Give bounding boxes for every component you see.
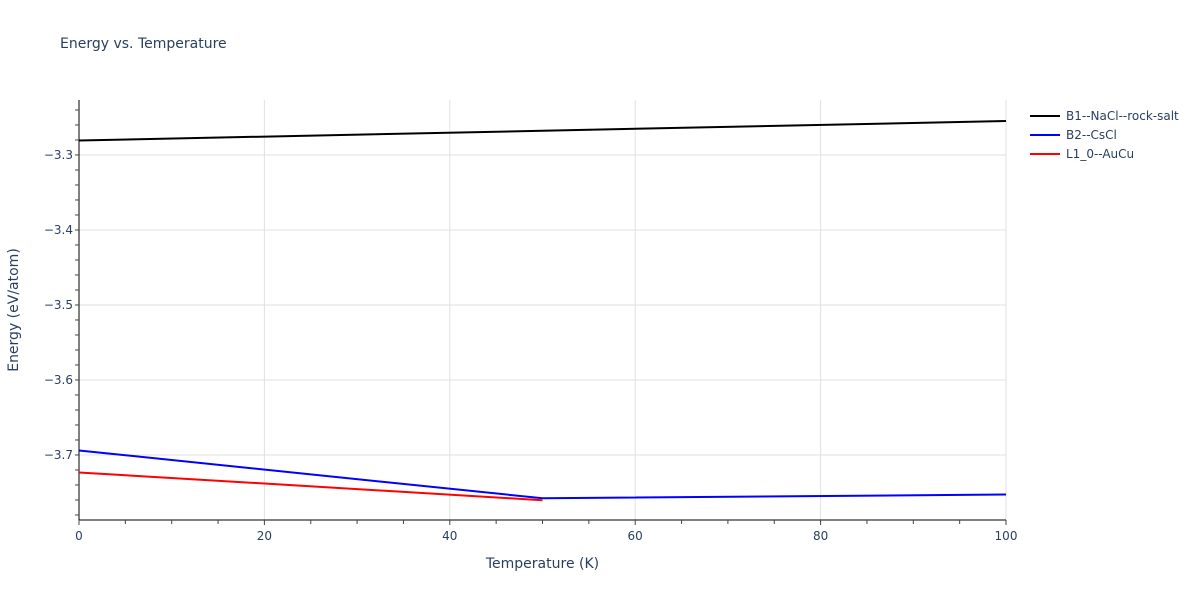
- y-tick-label: −3.3: [44, 148, 73, 162]
- chart-title: Energy vs. Temperature: [60, 36, 227, 52]
- x-tick-label: 40: [442, 529, 457, 543]
- legend: B1--NaCl--rock-salt B2--CsCl L1_0--AuCu: [1030, 106, 1179, 163]
- series-line: [78, 449, 1007, 500]
- legend-label: B1--NaCl--rock-salt: [1066, 108, 1179, 123]
- y-tick-label: −3.6: [44, 373, 73, 387]
- x-tick-label: 20: [257, 529, 272, 543]
- x-axis-title: Temperature (K): [485, 556, 599, 572]
- y-tick-label: −3.4: [44, 223, 73, 237]
- legend-swatch-icon: [1030, 114, 1060, 117]
- x-tick-label: 0: [75, 529, 83, 543]
- series-line: [78, 120, 1007, 142]
- legend-swatch-icon: [1030, 133, 1060, 136]
- y-axis-title: Energy (eV/atom): [6, 248, 22, 372]
- x-tick-label: 100: [995, 529, 1018, 543]
- legend-item[interactable]: L1_0--AuCu: [1030, 144, 1179, 163]
- legend-label: L1_0--AuCu: [1066, 146, 1135, 161]
- legend-item[interactable]: B2--CsCl: [1030, 125, 1179, 144]
- y-tick-label: −3.5: [44, 298, 73, 312]
- series-line: [78, 471, 543, 502]
- y-tick-label: −3.7: [44, 448, 73, 462]
- x-tick-label: 60: [628, 529, 643, 543]
- x-tick-label: 80: [813, 529, 828, 543]
- legend-swatch-icon: [1030, 152, 1060, 155]
- legend-label: B2--CsCl: [1066, 127, 1117, 142]
- legend-item[interactable]: B1--NaCl--rock-salt: [1030, 106, 1179, 125]
